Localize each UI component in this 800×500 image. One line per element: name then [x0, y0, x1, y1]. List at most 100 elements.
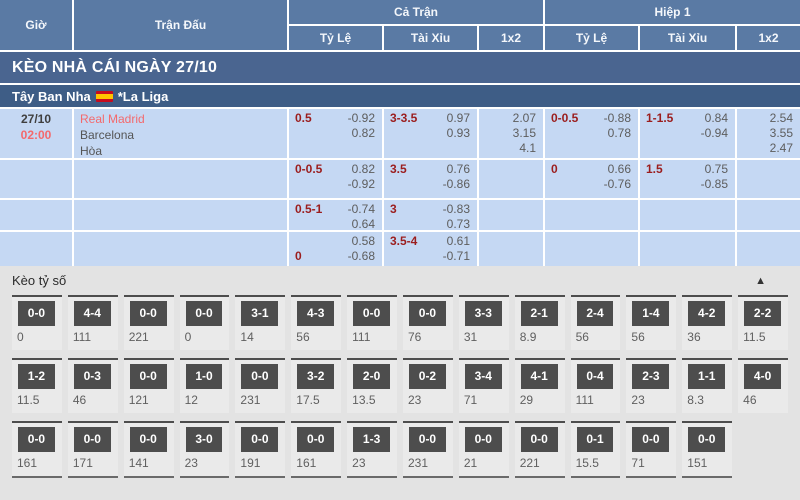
score-cell[interactable]: 0-0 121 [123, 358, 174, 413]
score-cell[interactable]: 3-4 71 [458, 358, 509, 413]
score-button[interactable]: 0-0 [18, 301, 55, 326]
score-cell[interactable]: 0-0 71 [626, 421, 677, 478]
score-button[interactable]: 0-2 [409, 364, 446, 389]
score-cell[interactable]: 1-4 56 [626, 295, 677, 350]
score-button[interactable]: 0-0 [129, 364, 167, 389]
score-cell[interactable]: 0-0 171 [67, 421, 118, 478]
score-cell[interactable]: 0-0 191 [235, 421, 286, 478]
score-cell[interactable]: 2-3 23 [626, 358, 677, 413]
score-button[interactable]: 0-0 [18, 427, 55, 452]
score-cell[interactable]: 0-0 141 [123, 421, 174, 478]
score-cell[interactable]: 0-1 15.5 [570, 421, 621, 478]
score-button[interactable]: 0-0 [185, 301, 223, 326]
score-cell[interactable]: 4-3 56 [291, 295, 342, 350]
score-button[interactable]: 1-4 [632, 301, 670, 326]
score-button[interactable]: 0-0 [241, 427, 279, 452]
handicap-value [289, 234, 295, 249]
score-button[interactable]: 3-1 [241, 301, 279, 326]
score-button[interactable]: 0-1 [576, 427, 614, 452]
score-button[interactable]: 4-1 [520, 364, 558, 389]
score-button[interactable]: 0-4 [576, 364, 614, 389]
score-button[interactable]: 4-3 [297, 301, 335, 326]
score-button[interactable]: 2-2 [744, 301, 782, 326]
score-button[interactable]: 4-2 [688, 301, 726, 326]
score-cell[interactable]: 0-0 161 [291, 421, 342, 478]
score-cell[interactable]: 0-0 76 [403, 295, 453, 350]
score-button[interactable]: 1-2 [18, 364, 55, 389]
score-button[interactable]: 2-0 [353, 364, 391, 389]
full-over-under-cell[interactable]: 3 -0.83 0.73 [384, 200, 477, 230]
score-cell[interactable]: 4-0 46 [738, 358, 788, 413]
league-row[interactable]: Tây Ban Nha *La Liga [0, 85, 800, 107]
half-handicap-cell[interactable]: 0 0.66 -0.76 [545, 160, 638, 198]
score-button[interactable]: 0-0 [129, 427, 167, 452]
score-button[interactable]: 0-0 [241, 364, 279, 389]
score-button[interactable]: 3-0 [185, 427, 223, 452]
score-button[interactable]: 4-4 [73, 301, 111, 326]
score-button[interactable]: 0-0 [129, 301, 167, 326]
full-handicap-cell[interactable]: 0.5-1 -0.74 0.64 [289, 200, 382, 230]
score-cell[interactable]: 4-4 111 [67, 295, 118, 350]
score-button[interactable]: 0-0 [688, 427, 726, 452]
score-button[interactable]: 2-3 [632, 364, 670, 389]
full-over-under-cell-line: 3 -0.83 [384, 202, 477, 217]
score-cell[interactable]: 0-0 221 [514, 421, 565, 478]
score-cell[interactable]: 2-2 11.5 [738, 295, 788, 350]
score-cell[interactable]: 1-3 23 [347, 421, 397, 478]
score-button[interactable]: 0-0 [409, 301, 446, 326]
score-cell[interactable]: 3-2 17.5 [291, 358, 342, 413]
score-cell[interactable]: 1-0 12 [179, 358, 230, 413]
score-cell[interactable]: 0-2 23 [403, 358, 453, 413]
score-button[interactable]: 0-0 [297, 427, 335, 452]
full-over-under-cell[interactable]: 3.5 0.76 -0.86 [384, 160, 477, 198]
score-cell[interactable]: 2-4 56 [570, 295, 621, 350]
score-button[interactable]: 0-0 [353, 301, 391, 326]
half-over-under-cell[interactable]: 1.5 0.75 -0.85 [640, 160, 735, 198]
score-cell[interactable]: 0-0 0 [12, 295, 62, 350]
score-cell[interactable]: 0-0 231 [403, 421, 453, 478]
score-cell[interactable]: 0-0 151 [682, 421, 733, 478]
score-cell[interactable]: 4-2 36 [682, 295, 733, 350]
score-button[interactable]: 2-4 [576, 301, 614, 326]
score-cell[interactable]: 0-0 231 [235, 358, 286, 413]
full-handicap-cell[interactable]: 0.58 0 -0.68 [289, 232, 382, 266]
half-handicap-cell[interactable]: 0-0.5 -0.88 0.78 [545, 109, 638, 158]
score-cell[interactable]: 1-1 8.3 [682, 358, 733, 413]
full-over-under-cell[interactable]: 3-3.5 0.97 0.93 [384, 109, 477, 158]
score-cell[interactable]: 0-0 0 [179, 295, 230, 350]
score-cell[interactable]: 3-0 23 [179, 421, 230, 478]
score-button[interactable]: 0-0 [632, 427, 670, 452]
score-button[interactable]: 3-2 [297, 364, 335, 389]
score-button[interactable]: 2-1 [520, 301, 558, 326]
score-cell[interactable]: 0-0 221 [123, 295, 174, 350]
score-button[interactable]: 3-3 [464, 301, 502, 326]
score-button[interactable]: 1-1 [688, 364, 726, 389]
score-button[interactable]: 3-4 [464, 364, 502, 389]
score-button[interactable]: 1-0 [185, 364, 223, 389]
score-button[interactable]: 4-0 [744, 364, 782, 389]
score-button[interactable]: 0-0 [73, 427, 111, 452]
half-1x2-cell[interactable]: 2.54 3.55 2.47 [737, 109, 800, 158]
score-button[interactable]: 0-3 [73, 364, 111, 389]
score-cell[interactable]: 2-1 8.9 [514, 295, 565, 350]
score-cell[interactable]: 0-3 46 [67, 358, 118, 413]
score-cell[interactable]: 4-1 29 [514, 358, 565, 413]
full-over-under-cell[interactable]: 3.5-4 0.61 -0.71 [384, 232, 477, 266]
score-button[interactable]: 1-3 [353, 427, 391, 452]
score-cell[interactable]: 0-0 21 [458, 421, 509, 478]
full-1x2-cell[interactable]: 2.07 3.15 4.1 [479, 109, 543, 158]
half-over-under-cell[interactable]: 1-1.5 0.84 -0.94 [640, 109, 735, 158]
collapse-arrow-icon[interactable]: ▲ [755, 274, 766, 287]
score-cell[interactable]: 0-4 111 [570, 358, 621, 413]
full-handicap-cell[interactable]: 0-0.5 0.82 -0.92 [289, 160, 382, 198]
score-button[interactable]: 0-0 [520, 427, 558, 452]
score-cell[interactable]: 2-0 13.5 [347, 358, 397, 413]
score-cell[interactable]: 0-0 161 [12, 421, 62, 478]
score-button[interactable]: 0-0 [464, 427, 502, 452]
score-cell[interactable]: 1-2 11.5 [12, 358, 62, 413]
full-handicap-cell[interactable]: 0.5 -0.92 0.82 [289, 109, 382, 158]
score-cell[interactable]: 3-1 14 [235, 295, 286, 350]
score-cell[interactable]: 0-0 111 [347, 295, 397, 350]
score-button[interactable]: 0-0 [409, 427, 446, 452]
score-cell[interactable]: 3-3 31 [458, 295, 509, 350]
